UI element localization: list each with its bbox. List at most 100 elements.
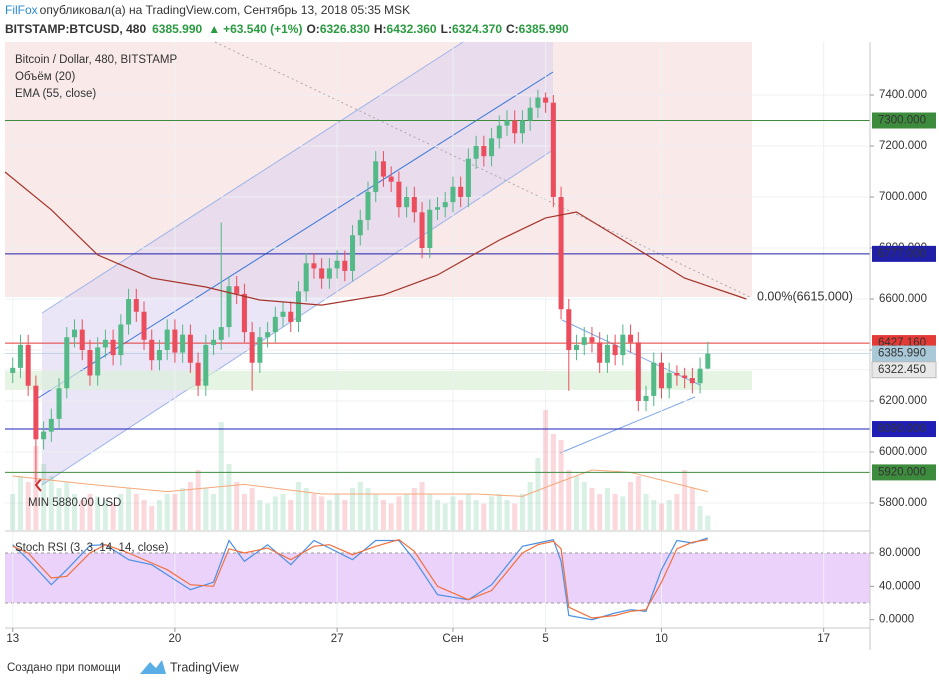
candle-body — [404, 197, 410, 208]
channel-upper — [41, 41, 464, 314]
level-badge — [872, 245, 936, 262]
level-label: 7300.000 — [878, 115, 926, 127]
level-label: 6385.990 — [878, 348, 926, 360]
volume-bar — [527, 482, 533, 530]
candle-body — [41, 431, 47, 440]
candle-body — [651, 362, 657, 396]
x-tick-label: 27 — [331, 633, 344, 645]
volume-bar — [427, 494, 433, 530]
y-tick-label: 7400.000 — [879, 89, 927, 101]
candle-body — [373, 161, 379, 192]
volume-bar — [64, 482, 70, 530]
volume-bar — [373, 494, 379, 530]
volume-bar — [597, 494, 603, 530]
x-tick-label: Сен — [442, 633, 463, 645]
volume-bar — [365, 488, 371, 530]
plot-layer — [4, 89, 870, 621]
ohlc-key: L: — [441, 22, 452, 36]
candle-body — [102, 339, 108, 348]
channel-mid — [37, 71, 554, 399]
candle-body — [612, 344, 618, 356]
volume-bar — [257, 500, 263, 530]
candle-body — [56, 388, 62, 419]
volume-bar — [558, 440, 564, 530]
candle-body — [249, 332, 255, 363]
y-tick-label: 5800.000 — [879, 497, 927, 509]
volume-bar — [589, 488, 595, 530]
volume-bar — [249, 488, 255, 530]
change: +63.540 (+1%) — [223, 22, 302, 36]
volume-bar — [620, 496, 626, 530]
ohlc-value: 6432.360 — [387, 22, 437, 36]
candle-body — [473, 146, 479, 159]
footer-brand[interactable]: TradingView — [170, 660, 240, 674]
triangle-lower — [559, 396, 696, 454]
y-tick-label: 40.0000 — [879, 580, 921, 592]
volume-bar — [203, 488, 209, 530]
published: опубликовал(а) на TradingView.com, Сентя… — [40, 3, 411, 17]
author[interactable]: FilFox — [5, 3, 38, 17]
candle-body — [635, 342, 641, 401]
change-arrow: ▲ — [208, 22, 220, 36]
candle-body — [280, 311, 286, 317]
candle-body — [133, 299, 139, 312]
level-label: 5920.000 — [878, 466, 926, 478]
candle-body — [350, 235, 356, 271]
candle-body — [597, 342, 603, 363]
candle-body — [172, 329, 178, 353]
candle-body — [682, 375, 688, 379]
candle-body — [87, 350, 93, 376]
candle-body — [504, 120, 510, 126]
candle-body — [674, 372, 680, 376]
volume-bar — [56, 488, 62, 530]
stoch-line — [12, 539, 708, 619]
volume-bar — [643, 494, 649, 530]
candle-body — [265, 332, 271, 338]
y-tick-label: 7000.000 — [879, 191, 927, 203]
volume-bar — [496, 494, 502, 530]
candle-body — [566, 309, 572, 350]
volume-bar — [342, 500, 348, 530]
candle-body — [604, 344, 610, 363]
candle-body — [442, 202, 448, 208]
volume-bar — [95, 496, 101, 530]
ohlc-value: 6385.990 — [519, 22, 569, 36]
candle-body — [574, 344, 580, 350]
volume-bar — [195, 470, 201, 530]
candle-body — [241, 293, 247, 333]
candle-body — [203, 344, 209, 386]
candle-body — [64, 337, 70, 389]
volume-bar — [211, 494, 217, 530]
candle-body — [388, 176, 394, 182]
legend-volume: Объём (20) — [15, 71, 75, 83]
volume-bar — [156, 500, 162, 530]
level-badge — [871, 361, 937, 379]
volume-bar — [380, 500, 386, 530]
candle-body — [10, 367, 16, 373]
symbol-line: BITSTAMP:BTCUSD, 480 6385.990 ▲ +63.540 (+1… — [5, 22, 569, 36]
candle-body — [234, 286, 240, 294]
volume-bar — [110, 503, 116, 530]
volume-bar — [628, 482, 634, 530]
level-label: 6322.450 — [878, 364, 926, 376]
candle-body — [450, 186, 456, 203]
candle-body — [218, 327, 224, 340]
volume-bar — [311, 494, 317, 530]
candle-body — [543, 97, 549, 103]
candle-body — [550, 102, 556, 197]
x-tick-label: 13 — [6, 633, 19, 645]
level-label: 6090.000 — [878, 423, 926, 435]
volume-bar — [71, 494, 78, 530]
candle-body — [658, 362, 664, 389]
candle-body — [311, 263, 317, 269]
candle-body — [705, 353, 711, 369]
drawings — [5, 41, 870, 604]
level-badge — [872, 345, 936, 362]
volume-bar — [326, 500, 332, 530]
volume-bar — [234, 482, 240, 530]
candle-body — [187, 334, 193, 363]
candle-body — [95, 347, 101, 376]
candle-body — [396, 181, 402, 208]
volume-bar — [535, 458, 541, 530]
y-tick-label: 80.0000 — [879, 547, 921, 559]
